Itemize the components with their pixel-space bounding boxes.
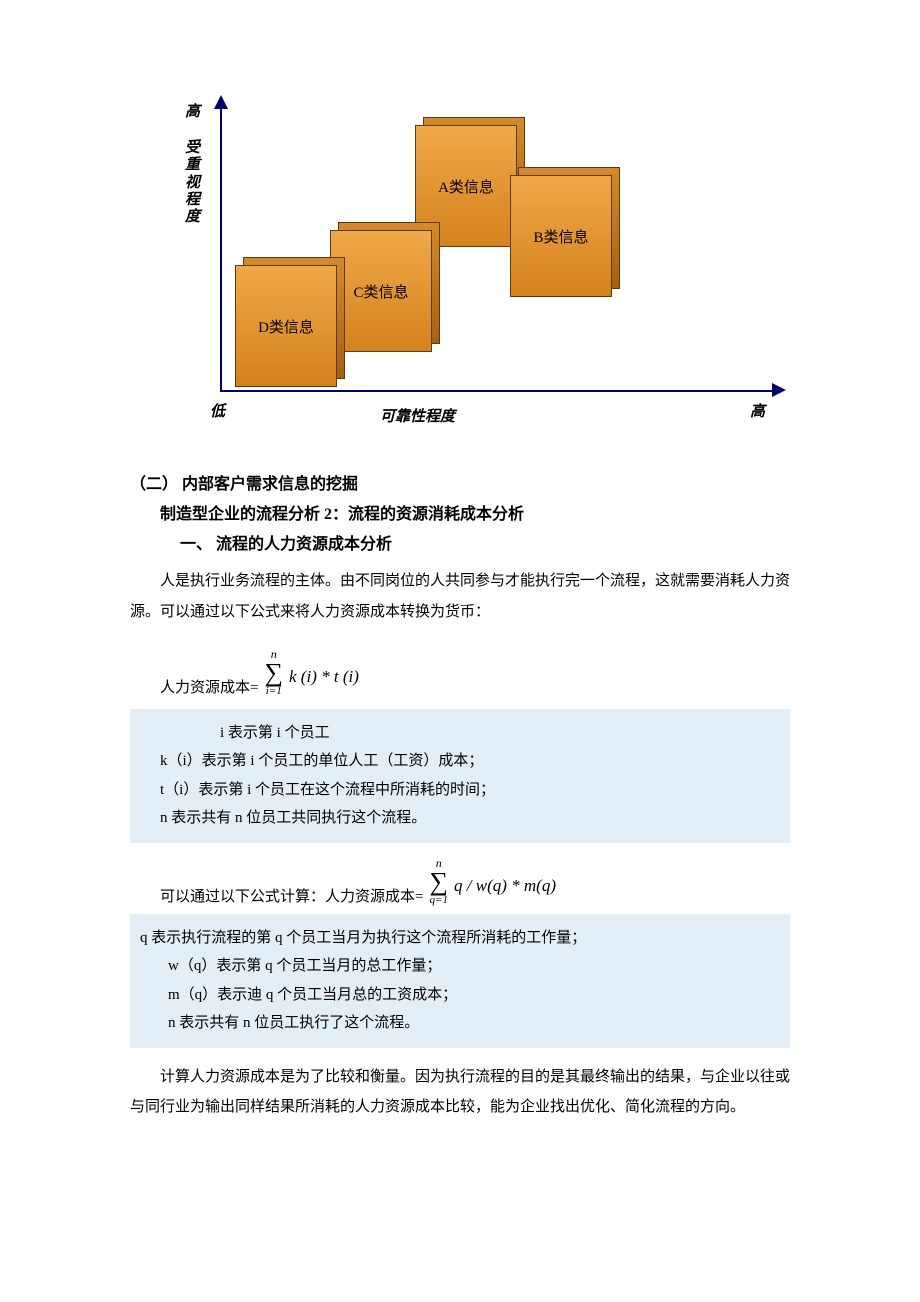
formula-prefix: 可以通过以下公式计算：人力资源成本= — [160, 885, 423, 906]
chart-box-label: C类信息 — [330, 230, 432, 352]
definition-box-2: q 表示执行流程的第 q 个员工当月为执行这个流程所消耗的工作量； w（q）表示… — [130, 914, 790, 1048]
y-axis-high-label: 高 — [185, 100, 200, 121]
y-axis-line — [220, 100, 222, 390]
formula-expression: k (i) * t (i) — [289, 667, 359, 697]
formula-prefix: 人力资源成本= — [160, 676, 258, 697]
sigma-lower: i=1 — [266, 686, 282, 697]
definition-line: i 表示第 i 个员工 — [220, 719, 770, 748]
heading-item-1: 一、 流程的人力资源成本分析 — [180, 530, 790, 554]
formula-expression: q / w(q) * m(q) — [454, 876, 556, 906]
definition-line: w（q）表示第 q 个员工当月的总工作量； — [168, 952, 770, 981]
formula-2: 可以通过以下公式计算：人力资源成本= n ∑ q=1 q / w(q) * m(… — [160, 857, 790, 906]
chart-box-label: D类信息 — [235, 265, 337, 387]
paragraph-conclusion: 计算人力资源成本是为了比较和衡量。因为执行流程的目的是其最终输出的结果，与企业以… — [130, 1062, 790, 1124]
chart-box-label: B类信息 — [510, 175, 612, 297]
definition-line: n 表示共有 n 位员工执行了这个流程。 — [168, 1009, 770, 1038]
heading-subtitle: 制造型企业的流程分析 2：流程的资源消耗成本分析 — [160, 500, 790, 524]
sigma-lower: q=1 — [430, 895, 448, 906]
y-axis-label: 受重视程度 — [185, 140, 203, 226]
paragraph-intro: 人是执行业务流程的主体。由不同岗位的人共同参与才能执行完一个流程，这就需要消耗人… — [130, 566, 790, 628]
definition-line: k（i）表示第 i 个员工的单位人工（工资）成本； — [160, 747, 770, 776]
sigma-symbol: ∑ — [429, 869, 448, 895]
sigma-symbol: ∑ — [264, 660, 283, 686]
sigma-icon: n ∑ q=1 — [429, 857, 448, 906]
definition-line: q 表示执行流程的第 q 个员工当月为执行这个流程所消耗的工作量； — [140, 924, 770, 953]
x-axis-high-label: 高 — [750, 400, 765, 421]
x-axis-arrow — [772, 383, 786, 397]
sigma-icon: n ∑ i=1 — [264, 648, 283, 697]
definition-line: n 表示共有 n 位员工共同执行这个流程。 — [160, 804, 770, 833]
x-axis-line — [220, 390, 780, 392]
heading-section-2: （二） 内部客户需求信息的挖掘 — [130, 470, 790, 494]
formula-1: 人力资源成本= n ∑ i=1 k (i) * t (i) — [160, 648, 790, 697]
definition-line: t（i）表示第 i 个员工在这个流程中所消耗的时间； — [160, 776, 770, 805]
page: 高 受重视程度 低 可靠性程度 高 A类信息 B类信息 C类信息 D类信息 （二… — [0, 0, 920, 1187]
quadrant-chart: 高 受重视程度 低 可靠性程度 高 A类信息 B类信息 C类信息 D类信息 — [180, 100, 800, 430]
x-axis-low-label: 低 — [210, 400, 225, 421]
definition-box-1: i 表示第 i 个员工 k（i）表示第 i 个员工的单位人工（工资）成本； t（… — [130, 709, 790, 843]
definition-line: m（q）表示迪 q 个员工当月总的工资成本； — [168, 981, 770, 1010]
x-axis-label: 可靠性程度 — [380, 405, 455, 426]
